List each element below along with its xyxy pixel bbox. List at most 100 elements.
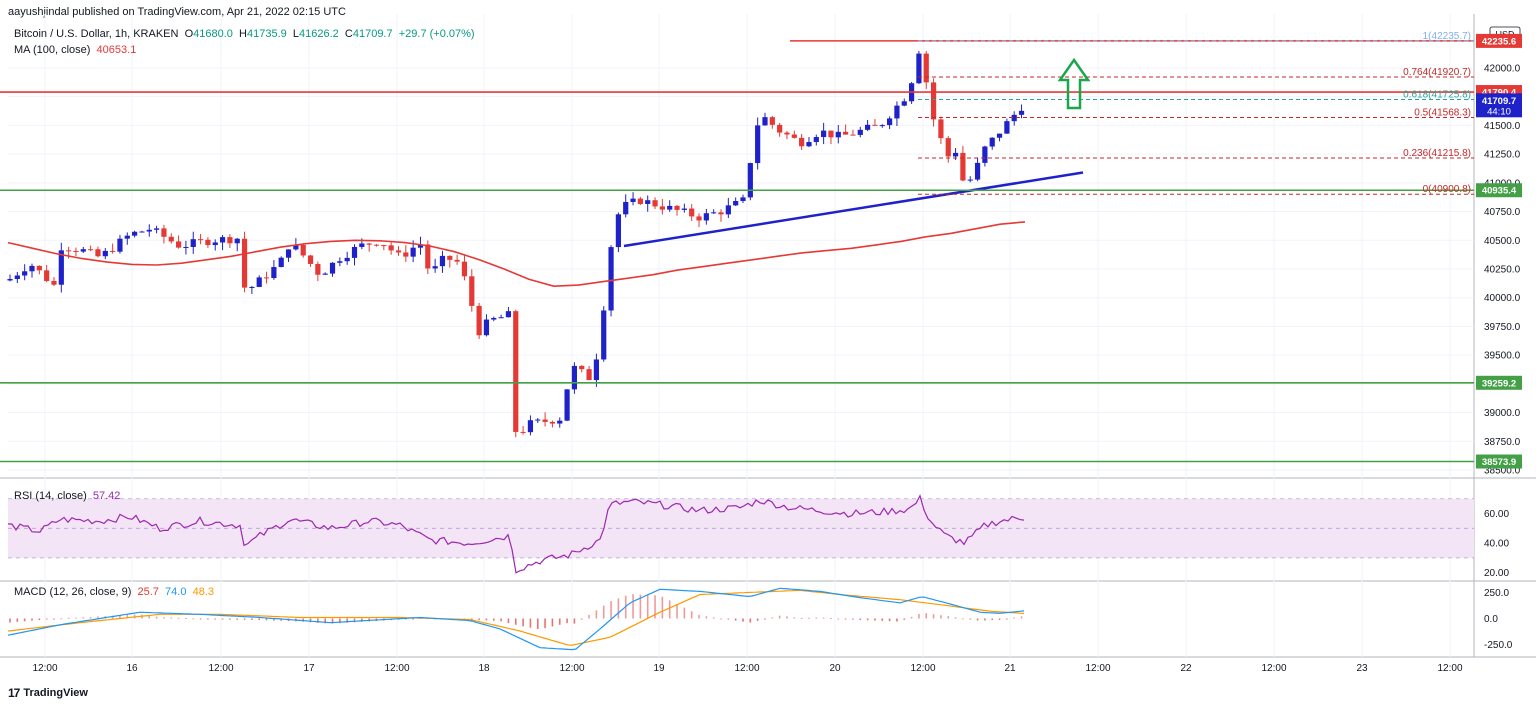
candle-body bbox=[491, 317, 497, 320]
candle bbox=[1011, 111, 1017, 126]
macd-histogram-bar bbox=[331, 618, 334, 624]
candle bbox=[821, 122, 827, 145]
ma-label: MA (100, close) bbox=[14, 44, 91, 56]
candle-body bbox=[828, 130, 834, 138]
x-tick-label: 12:00 bbox=[384, 663, 409, 674]
symbol-label: Bitcoin / U.S. Dollar, 1h, KRAKEN bbox=[14, 28, 179, 40]
macd-histogram-bar bbox=[852, 618, 854, 620]
candle-body bbox=[249, 286, 255, 288]
candle-body bbox=[872, 124, 878, 126]
candle-body bbox=[315, 263, 321, 275]
macd-histogram-bar bbox=[163, 617, 165, 619]
candle bbox=[674, 204, 680, 216]
candle bbox=[168, 233, 174, 244]
x-tick-label: 20 bbox=[829, 663, 841, 674]
candle bbox=[645, 195, 651, 212]
macd-histogram-bar bbox=[617, 598, 620, 619]
macd-histogram-bar bbox=[214, 618, 217, 620]
fib-level-label: 0.236(41215.8) bbox=[1403, 148, 1471, 159]
price-tick-label: 39750.0 bbox=[1484, 322, 1521, 333]
x-tick-label: 12:00 bbox=[32, 663, 57, 674]
candle-body bbox=[95, 249, 101, 257]
rsi-label: RSI (14, close) bbox=[14, 490, 87, 502]
candle-body bbox=[696, 216, 702, 221]
macd-histogram-bar bbox=[954, 617, 957, 619]
candle-body bbox=[945, 138, 951, 157]
x-tick-label: 17 bbox=[303, 663, 315, 674]
candle-body bbox=[659, 206, 665, 210]
macd-histogram-bar bbox=[67, 617, 70, 619]
candle bbox=[960, 145, 966, 182]
macd-histogram-bar bbox=[1020, 616, 1023, 619]
tradingview-footer[interactable]: 17 TradingView bbox=[8, 686, 88, 700]
candle-body bbox=[930, 82, 937, 120]
candle-body bbox=[652, 200, 658, 207]
candle bbox=[571, 362, 578, 394]
candle-body bbox=[747, 163, 753, 198]
macd-histogram-bar bbox=[683, 607, 686, 619]
candle bbox=[110, 243, 116, 254]
candle-body bbox=[1004, 121, 1010, 134]
price-tick-label: 40750.0 bbox=[1484, 207, 1521, 218]
candle-body bbox=[887, 118, 893, 126]
candle-body bbox=[197, 239, 204, 241]
candle-body bbox=[175, 241, 182, 248]
fib-level-label: 0.764(41920.7) bbox=[1403, 67, 1471, 78]
candle-body bbox=[733, 200, 739, 206]
macd-histogram-bar bbox=[522, 618, 524, 627]
macd-histogram-bar bbox=[1013, 617, 1016, 619]
candle-body bbox=[879, 125, 885, 127]
candle bbox=[14, 271, 20, 284]
candle-body bbox=[29, 265, 35, 272]
candle-body bbox=[667, 205, 673, 210]
candle bbox=[1004, 118, 1010, 134]
candle-body bbox=[432, 266, 438, 269]
candle-body bbox=[110, 250, 116, 252]
macd-legend: MACD (12, 26, close, 9) 25.7 74.0 48.3 bbox=[14, 586, 214, 598]
candle bbox=[205, 237, 211, 248]
candle bbox=[623, 194, 629, 218]
macd-histogram-bar bbox=[866, 618, 869, 621]
price-legend: Bitcoin / U.S. Dollar, 1h, KRAKEN O41680… bbox=[14, 28, 475, 40]
candle-body bbox=[285, 249, 292, 258]
candle bbox=[315, 261, 321, 282]
macd-histogram-bar bbox=[947, 616, 950, 619]
candle-body bbox=[527, 420, 534, 433]
macd-histogram-bar bbox=[932, 614, 935, 619]
macd-histogram-bar bbox=[844, 618, 847, 620]
candle bbox=[637, 196, 643, 206]
candle bbox=[579, 365, 585, 373]
macd-histogram-bar bbox=[661, 596, 664, 619]
candle bbox=[476, 302, 482, 339]
candle bbox=[241, 231, 248, 293]
support-price-label: 38573.9 bbox=[1482, 457, 1516, 468]
candle bbox=[454, 254, 460, 265]
price-tick-label: 38750.0 bbox=[1484, 437, 1521, 448]
x-tick-label: 18 bbox=[478, 663, 490, 674]
candle-body bbox=[557, 420, 563, 424]
macd-line bbox=[7, 587, 1025, 651]
candle bbox=[95, 246, 101, 258]
macd-histogram-bar bbox=[258, 618, 261, 621]
candle-body bbox=[498, 317, 504, 319]
open-value: 41680.0 bbox=[193, 28, 233, 40]
macd-histogram-bar bbox=[580, 618, 583, 620]
candle bbox=[329, 262, 336, 277]
candle bbox=[813, 134, 819, 146]
macd-histogram-bar bbox=[881, 618, 884, 621]
candle-body bbox=[395, 250, 402, 253]
candle-body bbox=[293, 244, 299, 250]
macd-line-value: 74.0 bbox=[165, 586, 187, 598]
support-price-label: 40935.4 bbox=[1482, 186, 1517, 197]
candle-body bbox=[1018, 110, 1025, 115]
macd-histogram-bar bbox=[859, 618, 862, 620]
macd-histogram-bar bbox=[756, 618, 759, 621]
high-label: H bbox=[239, 28, 247, 40]
macd-histogram-bar bbox=[82, 617, 85, 619]
candle-body bbox=[916, 53, 922, 84]
macd-histogram-bar bbox=[89, 616, 92, 619]
candle bbox=[681, 203, 687, 213]
macd-histogram-bar bbox=[976, 618, 979, 621]
candle bbox=[439, 250, 446, 273]
